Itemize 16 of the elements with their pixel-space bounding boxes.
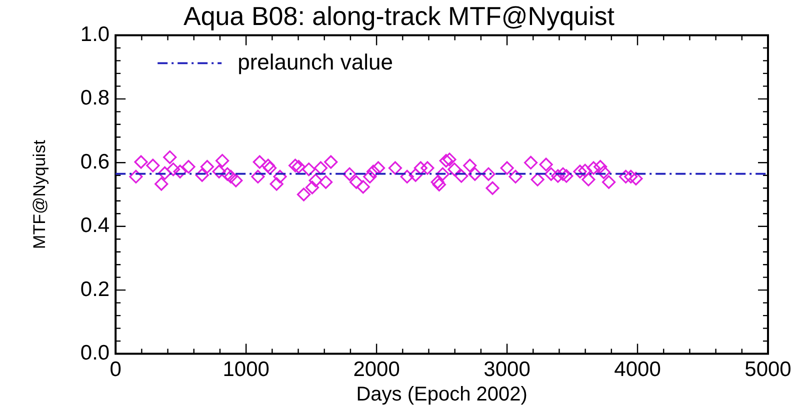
y-tick-label: 0.8 — [80, 86, 110, 110]
y-axis-title: MTF@Nyquist — [30, 140, 49, 249]
y-tick-label: 0.4 — [80, 214, 110, 238]
x-tick-label: 5000 — [744, 358, 792, 382]
legend-label: prelaunch value — [238, 49, 393, 74]
y-tick-label: 0.2 — [80, 278, 110, 301]
chart-title: Aqua B08: along-track MTF@Nyquist — [183, 0, 616, 31]
x-axis-title: Days (Epoch 2002) — [356, 384, 528, 406]
x-tick-label: 0 — [110, 358, 122, 382]
x-tick-label: 2000 — [353, 358, 400, 382]
y-tick-label: 0.0 — [80, 342, 110, 365]
x-tick-label: 4000 — [614, 358, 661, 382]
y-tick-label: 1.0 — [80, 22, 110, 46]
x-tick-label: 1000 — [222, 358, 270, 382]
x-tick-label: 3000 — [484, 358, 530, 382]
y-tick-label: 0.6 — [80, 150, 110, 174]
